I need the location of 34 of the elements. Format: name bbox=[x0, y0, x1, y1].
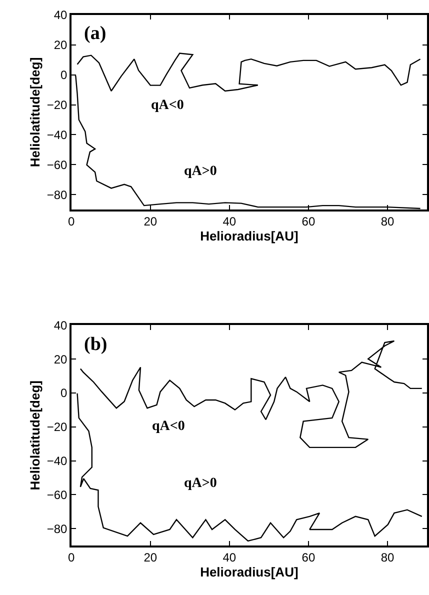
x-tick-label: 40 bbox=[222, 214, 236, 229]
y-tick-label: 0 bbox=[60, 386, 68, 400]
x-tick-label: 80 bbox=[380, 550, 394, 565]
y-tick-label: 20 bbox=[54, 352, 68, 366]
x-tick-label: 60 bbox=[302, 214, 316, 229]
x-tick-label: 60 bbox=[302, 550, 316, 565]
x-axis-title: Helioradius[AU] bbox=[200, 564, 298, 580]
y-tick-label: −80 bbox=[46, 188, 68, 202]
y-axis-title: Heliolatitude[deg] bbox=[27, 380, 42, 490]
text: (a) bbox=[84, 23, 106, 44]
x-tick-label: 40 bbox=[222, 550, 236, 565]
line-series bbox=[76, 52, 421, 92]
line-series bbox=[76, 392, 422, 542]
text: qA>0 bbox=[184, 476, 217, 491]
y-tick-label: 0 bbox=[60, 68, 68, 82]
series-label: qA>0 bbox=[184, 164, 217, 179]
x-tick-label: 20 bbox=[144, 214, 158, 229]
series-label: qA<0 bbox=[152, 419, 185, 434]
y-tick-label: 40 bbox=[54, 318, 68, 332]
y-tick-label: 20 bbox=[54, 38, 68, 52]
y-tick-label: −20 bbox=[46, 98, 68, 112]
y-tick-label: −40 bbox=[46, 454, 68, 468]
text: (b) bbox=[84, 334, 108, 355]
x-axis-title: Helioradius[AU] bbox=[200, 228, 298, 244]
y-tick-label: −40 bbox=[46, 128, 68, 142]
series-label: qA<0 bbox=[151, 98, 184, 113]
x-tick-label: 80 bbox=[380, 214, 394, 229]
x-tick-label: 20 bbox=[144, 550, 158, 565]
y-tick-label: −60 bbox=[46, 158, 68, 172]
y-tick-label: −80 bbox=[46, 522, 68, 536]
y-tick-label: −60 bbox=[46, 488, 68, 502]
y-tick-label: −20 bbox=[46, 420, 68, 434]
y-axis-title: Heliolatitude[deg] bbox=[27, 57, 42, 168]
y-tick-label: 40 bbox=[54, 8, 68, 22]
